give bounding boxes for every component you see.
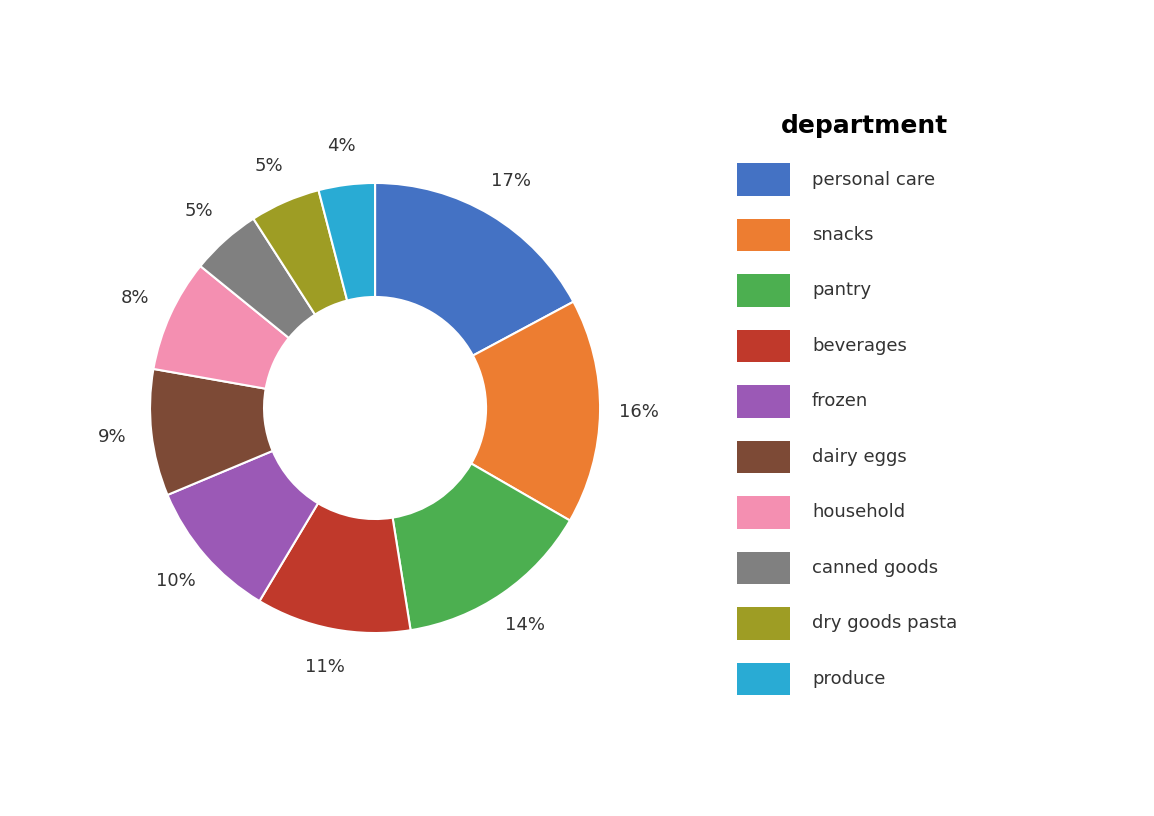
Wedge shape [392,463,570,630]
Text: pantry: pantry [812,282,871,299]
Text: beverages: beverages [812,337,907,355]
Wedge shape [150,369,272,495]
Text: department: department [781,114,949,138]
Wedge shape [260,503,411,633]
Wedge shape [375,183,574,356]
FancyBboxPatch shape [737,385,790,418]
Text: 17%: 17% [490,172,531,190]
Wedge shape [319,183,375,300]
FancyBboxPatch shape [737,552,790,584]
Text: dry goods pasta: dry goods pasta [812,614,957,632]
Text: 4%: 4% [328,137,355,155]
Wedge shape [167,451,319,601]
Text: 5%: 5% [255,157,284,175]
Text: produce: produce [812,670,885,688]
FancyBboxPatch shape [737,496,790,529]
FancyBboxPatch shape [737,607,790,640]
Text: 11%: 11% [305,659,345,676]
FancyBboxPatch shape [737,274,790,307]
Text: 16%: 16% [619,403,659,421]
Text: frozen: frozen [812,392,868,410]
Text: 8%: 8% [121,290,149,308]
FancyBboxPatch shape [737,441,790,473]
Wedge shape [153,266,288,388]
Wedge shape [254,190,347,315]
FancyBboxPatch shape [737,219,790,251]
FancyBboxPatch shape [737,330,790,362]
Text: snacks: snacks [812,226,874,244]
Text: 5%: 5% [185,202,213,220]
FancyBboxPatch shape [737,663,790,695]
FancyBboxPatch shape [737,163,790,196]
Text: 9%: 9% [98,428,127,446]
Wedge shape [201,219,315,338]
Text: personal care: personal care [812,171,935,188]
Text: 14%: 14% [504,616,545,635]
Text: 10%: 10% [156,572,195,590]
Text: dairy eggs: dairy eggs [812,448,907,466]
Text: household: household [812,503,905,521]
Wedge shape [471,302,600,521]
Text: canned goods: canned goods [812,559,938,577]
